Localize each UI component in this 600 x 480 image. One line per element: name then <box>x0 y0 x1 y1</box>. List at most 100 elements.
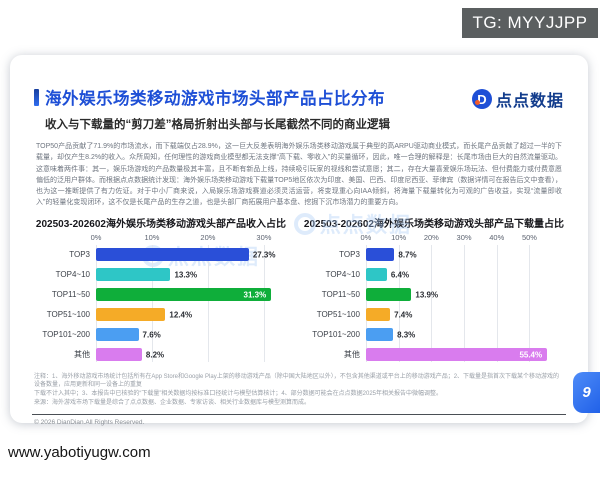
footnote-line: 来源：海外游戏市场下载量是综合了点点数据、企业数据、专家访谈、相关行业数据库与模… <box>34 399 311 406</box>
bar-track: 31.3% <box>96 288 278 302</box>
footer-divider <box>32 414 566 416</box>
footnote-line: 下载不计入其中；3、本报告中已核验的“下载量”相关数据均按标准口径统计与模型估算… <box>34 390 443 397</box>
bar-row: TOP3 27.3% <box>34 245 288 265</box>
bar-track: 8.7% <box>365 248 554 262</box>
bar <box>365 268 387 282</box>
bar-row: TOP101~200 8.3% <box>304 325 564 345</box>
bar-track: 7.6% <box>96 328 278 342</box>
category-label: TOP11~50 <box>321 290 360 300</box>
bar-row: 其他 55.4% <box>304 345 564 365</box>
bar <box>96 268 171 282</box>
bar <box>365 328 394 342</box>
slide-header: 海外娱乐场类移动游戏市场头部产品占比分布 收入与下载量的“剪刀差”格局折射出头部… <box>34 85 564 132</box>
bar <box>96 328 139 342</box>
bar-track: 6.4% <box>365 268 554 282</box>
x-axis-downloads: 0% 10% 20% 30% 40% 50% <box>361 232 554 245</box>
bar-track: 12.4% <box>96 308 278 322</box>
bar-track: 7.4% <box>365 308 554 322</box>
brand-name: 点点数据 <box>495 93 564 110</box>
value-label: 8.3% <box>397 330 416 340</box>
brand-logo: D 点点数据 <box>471 87 564 111</box>
diandian-logo-icon: D <box>471 89 492 109</box>
x-tick-label: 10% <box>391 232 407 242</box>
slide-subtitle: 收入与下载量的“剪刀差”格局折射出头部与长尾截然不同的商业逻辑 <box>45 119 390 131</box>
value-label: 27.3% <box>252 250 276 260</box>
bar-row: TOP11~50 13.9% <box>304 285 564 305</box>
x-tick-label: 0% <box>360 232 372 242</box>
bar-row: TOP51~100 12.4% <box>34 305 288 325</box>
x-tick-label: 50% <box>521 232 537 242</box>
x-tick-label: 20% <box>423 232 439 242</box>
bars-revenue: TOP3 27.3% TOP4~10 13.3% TOP11~50 31.3% TOP51~… <box>34 245 288 365</box>
bar-row: TOP51~100 7.4% <box>304 305 564 325</box>
bar <box>365 248 395 262</box>
value-label: 13.3% <box>174 270 198 280</box>
bar-row: TOP4~10 13.3% <box>34 265 288 285</box>
x-tick-label: 0% <box>90 232 102 242</box>
bar <box>365 308 391 322</box>
bar-track: 27.3% <box>96 248 278 262</box>
bar <box>365 288 412 302</box>
bars-downloads: TOP3 8.7% TOP4~10 6.4% TOP11~50 13.9% TOP51~10… <box>304 245 564 365</box>
value-label: 7.4% <box>394 310 413 320</box>
bar <box>365 348 548 362</box>
bar-row: TOP101~200 7.6% <box>34 325 288 345</box>
gridlines-downloads <box>365 244 554 362</box>
gridline <box>96 244 97 362</box>
x-tick-label: 30% <box>256 232 272 242</box>
revenue-share-chart: 点点数据 202503-202602海外娱乐场类移动游戏头部产品收入占比 0%1… <box>34 215 288 365</box>
bar-track: 13.9% <box>365 288 554 302</box>
page-number-badge: 9 <box>573 372 600 413</box>
charts-region: 点点数据 202503-202602海外娱乐场类移动游戏头部产品收入占比 0%1… <box>34 212 564 365</box>
value-label: 8.2% <box>145 350 165 360</box>
gridline <box>207 244 209 362</box>
category-label: TOP3 <box>69 250 90 260</box>
bar-track: 8.2% <box>96 348 278 362</box>
category-label: 其他 <box>343 350 360 360</box>
value-label: 12.4% <box>169 310 193 320</box>
category-label: TOP3 <box>339 250 360 260</box>
bar-row: TOP3 8.7% <box>304 245 564 265</box>
category-label: TOP101~200 <box>312 330 360 340</box>
category-label: TOP4~10 <box>325 270 360 280</box>
gridline <box>365 244 367 362</box>
analysis-paragraph: TOP50产品贡献了71.9%的市场流水，而下载端仅占28.9%，这一巨大反差表… <box>36 143 562 207</box>
x-tick-label: 10% <box>144 232 160 242</box>
bar-track: 13.3% <box>96 268 278 282</box>
bar-row: TOP11~50 31.3% <box>34 285 288 305</box>
category-label: TOP11~50 <box>51 290 90 300</box>
value-label: 8.7% <box>398 250 417 260</box>
gridline <box>496 244 498 362</box>
downloads-share-chart: 点点数据 202503-202602海外娱乐场类移动游戏头部产品下载量占比 0%… <box>293 212 564 365</box>
copyright-text: © 2026 DianDian.All Rights Reserved. <box>34 419 145 427</box>
gridline <box>431 244 433 362</box>
page-title: 海外娱乐场类移动游戏市场头部产品占比分布 <box>45 90 385 108</box>
value-label: 7.6% <box>142 330 161 340</box>
x-tick-label: 30% <box>456 232 472 242</box>
bar <box>96 248 249 262</box>
footnote-line: 注释：1、海外移动游戏市场统计包括所有在App Store和Google Pla… <box>34 373 560 389</box>
bar-track: 55.4% <box>365 348 554 362</box>
value-label: 55.4% <box>519 350 543 360</box>
category-label: TOP51~100 <box>46 310 90 320</box>
gridline <box>398 244 400 362</box>
x-axis-revenue: 0% 10% 20% 30% <box>91 232 278 245</box>
slide-card: 海外娱乐场类移动游戏市场头部产品占比分布 收入与下载量的“剪刀差”格局折射出头部… <box>10 55 588 427</box>
bar-track: 8.3% <box>365 328 554 342</box>
bar-row: 其他 8.2% <box>34 345 288 365</box>
x-tick-label: 20% <box>200 232 216 242</box>
bar <box>96 308 166 322</box>
gridline <box>529 244 531 362</box>
gridline <box>464 244 466 362</box>
bar <box>96 288 272 302</box>
gridline <box>263 244 265 362</box>
bar-row: TOP4~10 6.4% <box>304 265 564 285</box>
category-label: TOP4~10 <box>55 270 90 280</box>
category-label: TOP101~200 <box>42 330 90 340</box>
url-watermark: www.yabotiyugw.com <box>8 444 151 461</box>
bar <box>96 348 142 362</box>
footnotes: 注释：1、海外移动游戏市场统计包括所有在App Store和Google Pla… <box>34 373 564 407</box>
gridline <box>151 244 153 362</box>
x-tick-label: 40% <box>489 232 505 242</box>
value-label: 13.9% <box>415 290 439 300</box>
